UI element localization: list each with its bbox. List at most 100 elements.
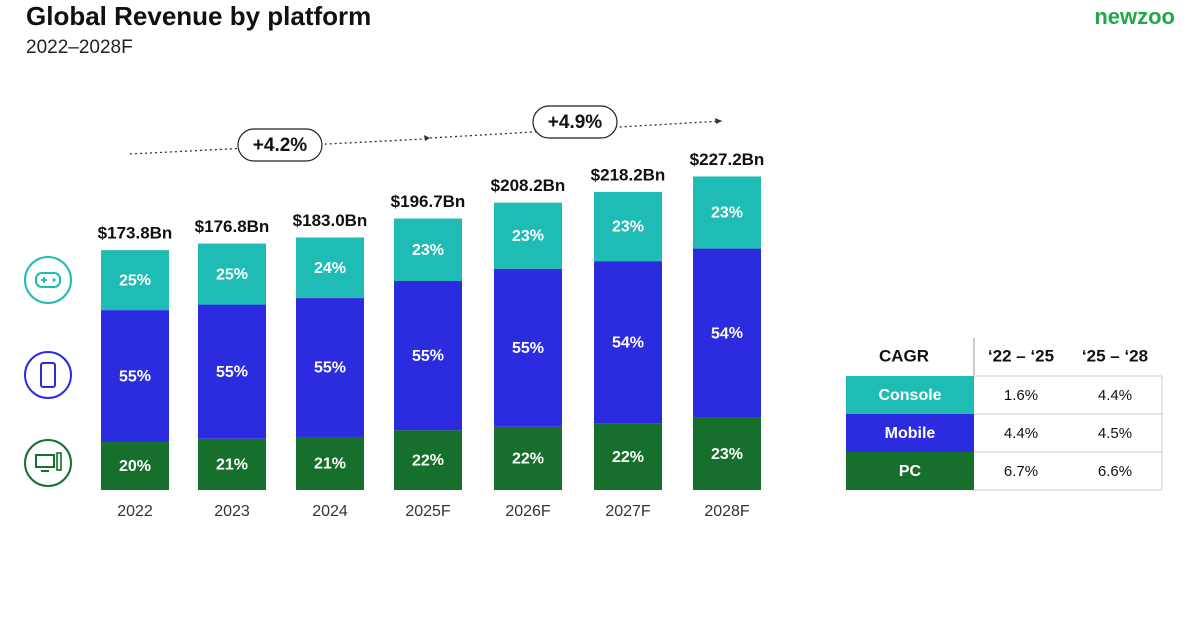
percent-sign: % xyxy=(530,340,544,357)
table-header: ‘25 – ‘28 xyxy=(1082,346,1148,365)
trend-arrow xyxy=(129,138,426,155)
segment-label: 22% xyxy=(612,449,644,466)
bar-segment xyxy=(296,298,364,437)
brand: newzoo xyxy=(1094,4,1175,29)
segment-label: 55% xyxy=(512,340,544,357)
chart-title: Global Revenue by platform xyxy=(26,1,371,31)
bar-segment xyxy=(594,423,662,490)
segment-label: 25% xyxy=(119,272,151,289)
segment-label: 21% xyxy=(216,457,248,474)
annotation-pill xyxy=(532,105,618,139)
percent-sign: % xyxy=(234,364,248,381)
bar-segment xyxy=(296,436,364,490)
bar-segment xyxy=(594,261,662,424)
percent-sign: % xyxy=(332,260,346,277)
x-tick-label: 2027F xyxy=(605,503,651,520)
percent-sign: % xyxy=(234,266,248,283)
bar-segment xyxy=(594,191,662,262)
segment-label: 23% xyxy=(612,219,644,236)
percent-sign: % xyxy=(530,451,544,468)
segment-label: 55% xyxy=(216,364,248,381)
segment-label: 22% xyxy=(412,452,444,469)
total-label: $173.8Bn xyxy=(98,224,173,243)
bar-segment xyxy=(494,426,562,490)
segment-label: 25% xyxy=(216,266,248,283)
table-row-label: PC xyxy=(899,463,922,480)
segment-label: 23% xyxy=(711,205,743,222)
segment-label: 22% xyxy=(512,451,544,468)
segment-label: 55% xyxy=(412,348,444,365)
percent-sign: % xyxy=(729,325,743,342)
table-row-label: Mobile xyxy=(885,425,936,442)
segment-label: 20% xyxy=(119,458,151,475)
table-row-label: Console xyxy=(878,387,941,404)
x-tick-label: 2026F xyxy=(505,503,551,520)
table-header: ‘22 – ‘25 xyxy=(988,346,1054,365)
percent-sign: % xyxy=(332,360,346,377)
segment-label: 21% xyxy=(314,456,346,473)
segment-label: 55% xyxy=(119,368,151,385)
table-cell: 6.6% xyxy=(1098,463,1132,480)
bar-segment xyxy=(394,430,462,490)
platform-icon xyxy=(24,351,72,399)
bar-segment xyxy=(198,438,266,490)
bar-segment xyxy=(693,176,761,249)
percent-sign: % xyxy=(430,348,444,365)
bar-segment xyxy=(693,417,761,490)
segment-label: 55% xyxy=(314,360,346,377)
percent-sign: % xyxy=(729,446,743,463)
percent-sign: % xyxy=(530,228,544,245)
total-label: $183.0Bn xyxy=(293,211,368,230)
percent-sign: % xyxy=(137,272,151,289)
segment-label: 54% xyxy=(711,325,743,342)
bar-segment xyxy=(101,442,169,490)
bar-segment xyxy=(693,248,761,418)
percent-sign: % xyxy=(729,205,743,222)
table-header: CAGR xyxy=(879,346,929,365)
percent-sign: % xyxy=(630,335,644,352)
x-tick-label: 2022 xyxy=(117,503,153,520)
platform-icon xyxy=(24,439,72,487)
arrow-head xyxy=(424,135,430,141)
chart-subtitle: 2022–2028F xyxy=(26,37,133,58)
x-tick-label: 2025F xyxy=(405,503,451,520)
percent-sign: % xyxy=(234,457,248,474)
table-row-label-cell xyxy=(846,376,974,414)
table-cell: 1.6% xyxy=(1004,387,1038,404)
bar-segment xyxy=(101,310,169,443)
total-label: $208.2Bn xyxy=(491,176,566,195)
percent-sign: % xyxy=(630,219,644,236)
bar-segment xyxy=(394,218,462,281)
total-label: $218.2Bn xyxy=(591,165,666,184)
total-label: $227.2Bn xyxy=(690,150,765,169)
percent-sign: % xyxy=(332,456,346,473)
table-row-label-cell xyxy=(846,452,974,490)
total-label: $196.7Bn xyxy=(391,192,466,211)
table-cell: 4.5% xyxy=(1098,425,1132,442)
x-tick-label: 2024 xyxy=(312,503,348,520)
table-cell: 6.7% xyxy=(1004,463,1038,480)
arrow-head xyxy=(715,118,722,124)
bar-segment xyxy=(198,243,266,305)
x-tick-label: 2028F xyxy=(704,503,750,520)
percent-sign: % xyxy=(430,242,444,259)
percent-sign: % xyxy=(137,458,151,475)
table-cell: 4.4% xyxy=(1004,425,1038,442)
total-label: $176.8Bn xyxy=(195,217,270,236)
bar-segment xyxy=(394,280,462,431)
bar-segment xyxy=(494,268,562,427)
bar-segment xyxy=(494,202,562,269)
bar-segment xyxy=(296,237,364,299)
platform-icon xyxy=(24,256,72,304)
table-cell: 4.4% xyxy=(1098,387,1132,404)
segment-label: 23% xyxy=(412,242,444,259)
segment-label: 23% xyxy=(711,446,743,463)
segment-label: 24% xyxy=(314,260,346,277)
annotation-pill xyxy=(237,128,323,162)
percent-sign: % xyxy=(137,368,151,385)
x-tick-label: 2023 xyxy=(214,503,250,520)
bar-segment xyxy=(101,250,169,311)
percent-sign: % xyxy=(430,452,444,469)
segment-label: 23% xyxy=(512,228,544,245)
